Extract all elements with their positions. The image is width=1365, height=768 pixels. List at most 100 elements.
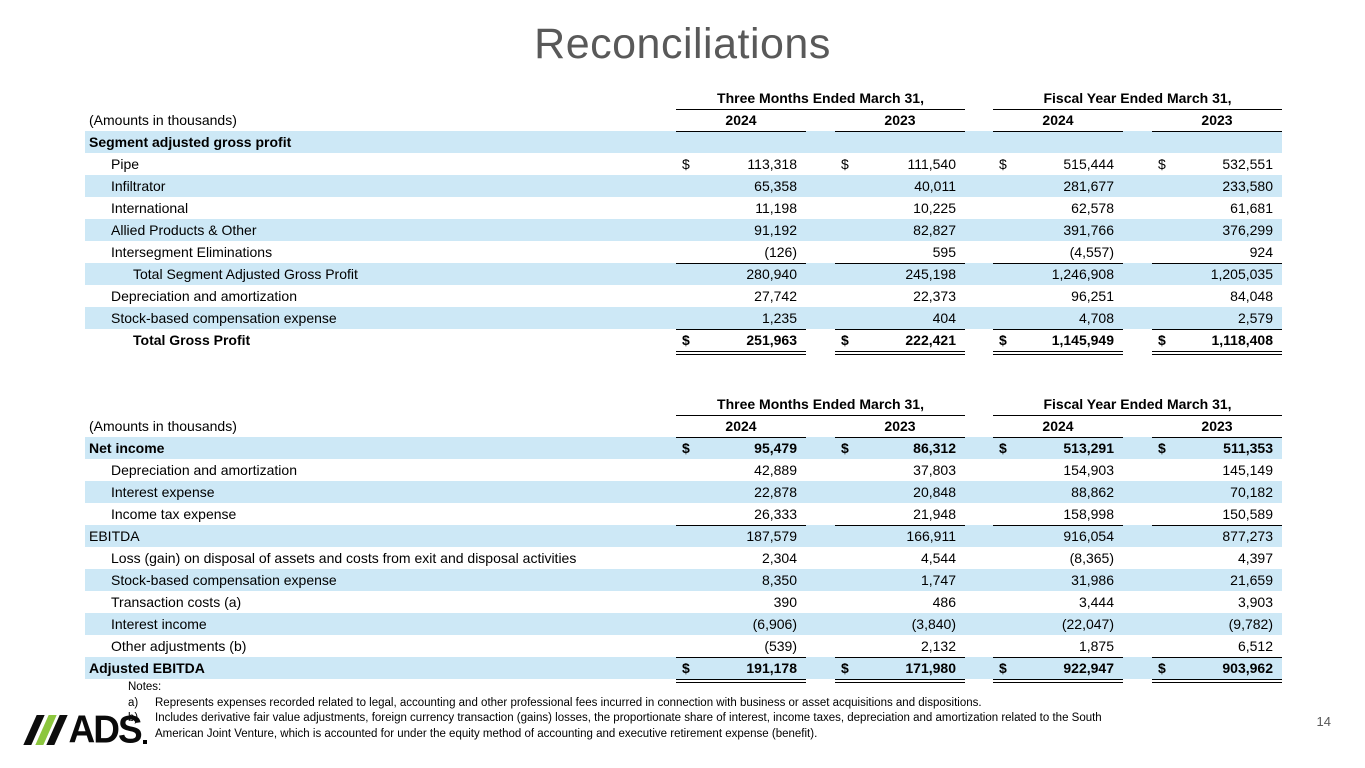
- value-cell: [993, 131, 1123, 153]
- value-cell: 91,192: [676, 219, 806, 241]
- value-cell: 31,986: [993, 569, 1123, 591]
- dollar-sign: $: [999, 440, 1007, 456]
- value-text: 404: [932, 310, 956, 326]
- table-row: Total Gross Profit $251,963 $222,421 $1,145…: [85, 329, 1282, 355]
- value-text: 391,766: [1063, 222, 1114, 238]
- value-text: 88,862: [1071, 484, 1114, 500]
- value-cell: 166,911: [835, 525, 965, 547]
- value-text: 376,299: [1222, 222, 1273, 238]
- value-cell: 37,803: [835, 459, 965, 481]
- table-header-row: Three Months Ended March 31, Fiscal Year …: [85, 393, 1282, 416]
- value-text: (22,047): [1061, 616, 1114, 632]
- value-cell: 96,251: [993, 285, 1123, 307]
- value-text: 532,551: [1222, 156, 1273, 172]
- dollar-sign: $: [1158, 156, 1166, 172]
- group-header: Three Months Ended March 31,: [676, 87, 965, 110]
- year-header: 2024: [993, 415, 1123, 438]
- value-cell: 4,544: [835, 547, 965, 569]
- year-header: 2023: [1152, 109, 1282, 132]
- dollar-sign: $: [999, 660, 1007, 676]
- row-label: Stock-based compensation expense: [111, 572, 337, 588]
- dollar-sign: $: [682, 156, 690, 172]
- row-label: International: [111, 200, 189, 216]
- value-cell: 22,878: [676, 481, 806, 503]
- footnote-text: Represents expenses recorded related to …: [155, 696, 982, 709]
- group-header: Fiscal Year Ended March 31,: [993, 393, 1282, 416]
- value-cell: 21,948: [835, 503, 965, 526]
- page-number: 14: [1316, 714, 1331, 729]
- value-cell: 40,011: [835, 175, 965, 197]
- table-row: Depreciation and amortization 42,889 37,80…: [85, 459, 1282, 481]
- value-cell: 3,444: [993, 591, 1123, 613]
- table-row: Adjusted EBITDA $191,178 $171,980 $922,947 $…: [85, 657, 1282, 683]
- value-text: 40,011: [914, 178, 956, 194]
- value-cell: $1,118,408: [1152, 329, 1282, 355]
- value-text: 1,747: [920, 572, 956, 588]
- row-label: Segment adjusted gross profit: [89, 134, 292, 150]
- value-cell: $513,291: [993, 437, 1123, 459]
- value-cell: 924: [1152, 241, 1282, 264]
- value-text: 11,198: [755, 200, 797, 216]
- gross-profit-table: Three Months Ended March 31, Fiscal Year …: [85, 87, 1282, 355]
- value-cell: 2,132: [835, 635, 965, 658]
- value-text: 222,421: [905, 332, 956, 348]
- dollar-sign: $: [841, 156, 849, 172]
- value-text: 6,512: [1237, 638, 1273, 654]
- value-text: 1,246,908: [1051, 266, 1114, 282]
- value-cell: $86,312: [835, 437, 965, 459]
- value-cell: 187,579: [676, 525, 806, 547]
- table-row: International 11,198 10,225 62,578 61,681: [85, 197, 1282, 219]
- value-cell: 280,940: [676, 263, 806, 285]
- value-text: 62,578: [1071, 200, 1114, 216]
- group-header: Three Months Ended March 31,: [676, 393, 965, 416]
- value-cell: 376,299: [1152, 219, 1282, 241]
- value-cell: 82,827: [835, 219, 965, 241]
- value-text: 1,205,035: [1210, 266, 1273, 282]
- value-cell: 150,589: [1152, 503, 1282, 526]
- value-cell: 21,659: [1152, 569, 1282, 591]
- value-text: 65,358: [754, 178, 797, 194]
- value-cell: 61,681: [1152, 197, 1282, 219]
- value-text: (4,557): [1069, 244, 1114, 260]
- value-text: 2,304: [761, 550, 797, 566]
- dollar-sign: $: [1158, 332, 1166, 348]
- table-header-row: Three Months Ended March 31, Fiscal Year …: [85, 87, 1282, 110]
- value-text: 903,962: [1222, 660, 1273, 676]
- row-label: Other adjustments (b): [111, 638, 247, 654]
- value-text: 251,963: [746, 332, 797, 348]
- value-cell: (126): [676, 241, 806, 264]
- ads-logo: ADS: [23, 708, 147, 751]
- value-text: 486: [932, 594, 956, 610]
- value-text: 91,192: [754, 222, 797, 238]
- value-text: 4,397: [1237, 550, 1273, 566]
- footnote-item: b) Includes derivative fair value adjustm…: [128, 711, 1150, 742]
- value-text: 61,681: [1230, 200, 1273, 216]
- row-label: Depreciation and amortization: [111, 462, 297, 478]
- value-cell: [835, 131, 965, 153]
- table-row: EBITDA 187,579 166,911 916,054 877,273: [85, 525, 1282, 547]
- value-text: 515,444: [1063, 156, 1114, 172]
- dollar-sign: $: [682, 440, 690, 456]
- table-row: Other adjustments (b) (539) 2,132 1,875 6,51…: [85, 635, 1282, 658]
- value-text: 96,251: [1071, 288, 1114, 304]
- row-label: Income tax expense: [111, 506, 237, 522]
- dollar-sign: $: [841, 332, 849, 348]
- value-cell: (22,047): [993, 613, 1123, 635]
- value-cell: 11,198: [676, 197, 806, 219]
- row-label: Intersegment Eliminations: [111, 244, 273, 260]
- value-cell: 8,350: [676, 569, 806, 591]
- year-header: 2023: [835, 415, 965, 438]
- value-text: 390: [773, 594, 797, 610]
- dollar-sign: $: [999, 156, 1007, 172]
- footnote-text: Includes derivative fair value adjustmen…: [155, 712, 1102, 740]
- value-text: 281,677: [1063, 178, 1114, 194]
- year-header: 2024: [993, 109, 1123, 132]
- table-row: Interest income (6,906) (3,840) (22,047) (9,…: [85, 613, 1282, 635]
- dollar-sign: $: [1158, 440, 1166, 456]
- value-cell: 2,579: [1152, 307, 1282, 330]
- value-text: 22,373: [913, 288, 956, 304]
- value-text: 70,182: [1230, 484, 1273, 500]
- value-text: 37,803: [913, 462, 956, 478]
- dollar-sign: $: [682, 332, 690, 348]
